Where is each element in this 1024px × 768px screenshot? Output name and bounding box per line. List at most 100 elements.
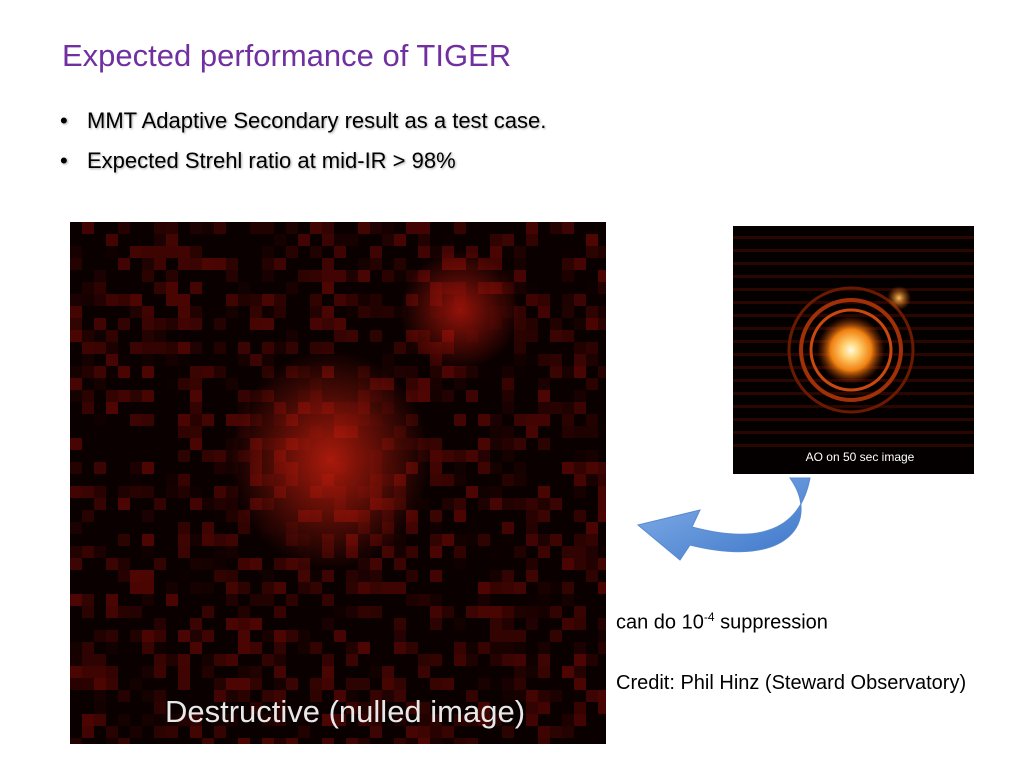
noise-pixel <box>406 702 418 714</box>
noise-pixel <box>490 426 502 438</box>
noise-pixel <box>514 630 526 642</box>
noise-pixel <box>598 498 606 510</box>
noise-pixel <box>454 462 466 474</box>
noise-pixel <box>142 582 154 594</box>
noise-pixel <box>334 330 346 342</box>
noise-pixel <box>526 510 538 522</box>
noise-pixel <box>82 390 94 402</box>
stripe <box>733 314 974 317</box>
noise-pixel <box>226 570 238 582</box>
noise-pixel <box>106 726 118 738</box>
stripe <box>733 275 974 278</box>
noise-pixel <box>538 582 550 594</box>
noise-pixel <box>514 498 526 510</box>
noise-pixel <box>478 714 490 726</box>
noise-pixel <box>298 630 310 642</box>
stripe <box>733 431 974 434</box>
noise-pixel <box>178 486 190 498</box>
noise-pixel <box>502 402 514 414</box>
noise-pixel <box>202 654 214 666</box>
noise-pixel <box>526 594 538 606</box>
noise-pixel <box>322 666 334 678</box>
noise-pixel <box>346 234 358 246</box>
noise-pixel <box>442 606 454 618</box>
noise-pixel <box>322 318 334 330</box>
noise-pixel <box>598 618 606 630</box>
noise-pixel <box>154 642 166 654</box>
noise-pixel <box>190 222 202 234</box>
noise-pixel <box>190 438 202 450</box>
noise-pixel <box>310 270 322 282</box>
noise-pixel <box>430 510 442 522</box>
noise-pixel <box>106 642 118 654</box>
noise-pixel <box>490 438 502 450</box>
noise-pixel <box>94 486 106 498</box>
noise-pixel <box>166 246 178 258</box>
noise-pixel <box>82 330 94 342</box>
noise-pixel <box>526 234 538 246</box>
noise-pixel <box>274 714 286 726</box>
noise-pixel <box>418 738 430 744</box>
noise-pixel <box>514 606 526 618</box>
noise-pixel <box>322 738 334 744</box>
noise-pixel <box>598 510 606 522</box>
noise-pixel <box>190 486 202 498</box>
noise-pixel <box>274 654 286 666</box>
noise-pixel <box>370 726 382 738</box>
noise-pixel <box>250 594 262 606</box>
noise-pixel <box>178 630 190 642</box>
noise-pixel <box>526 534 538 546</box>
noise-pixel <box>598 702 606 714</box>
noise-pixel <box>478 642 490 654</box>
noise-pixel <box>70 642 82 654</box>
noise-pixel <box>202 222 214 234</box>
noise-pixel <box>538 414 550 426</box>
noise-pixel <box>190 366 202 378</box>
noise-pixel <box>322 654 334 666</box>
noise-pixel <box>214 726 226 738</box>
noise-pixel <box>370 294 382 306</box>
noise-pixel <box>562 294 574 306</box>
noise-pixel <box>70 294 82 306</box>
noise-pixel <box>238 666 250 678</box>
note-text: can do 10 <box>616 611 704 634</box>
noise-pixel <box>358 258 370 270</box>
noise-pixel <box>454 642 466 654</box>
noise-pixel <box>382 234 394 246</box>
noise-pixel <box>166 582 178 594</box>
noise-pixel <box>550 690 562 702</box>
noise-pixel <box>538 726 550 738</box>
noise-pixel <box>154 690 166 702</box>
image-blob <box>400 250 520 370</box>
noise-pixel <box>70 594 82 606</box>
noise-pixel <box>154 726 166 738</box>
noise-pixel <box>490 246 502 258</box>
noise-pixel <box>274 234 286 246</box>
noise-pixel <box>514 330 526 342</box>
noise-pixel <box>598 630 606 642</box>
noise-pixel <box>322 282 334 294</box>
noise-pixel <box>106 246 118 258</box>
airy-ring <box>787 286 915 414</box>
noise-pixel <box>442 450 454 462</box>
stripe <box>733 236 974 239</box>
noise-pixel <box>178 318 190 330</box>
noise-pixel <box>346 738 358 744</box>
noise-pixel <box>154 222 166 234</box>
noise-pixel <box>394 558 406 570</box>
noise-pixel <box>262 630 274 642</box>
noise-pixel <box>538 738 550 744</box>
noise-pixel <box>202 738 214 744</box>
noise-pixel <box>562 618 574 630</box>
noise-pixel <box>286 594 298 606</box>
noise-pixel <box>514 642 526 654</box>
noise-pixel <box>142 690 154 702</box>
noise-pixel <box>118 486 130 498</box>
noise-pixel <box>298 234 310 246</box>
noise-pixel <box>322 570 334 582</box>
noise-pixel <box>130 546 142 558</box>
noise-pixel <box>430 378 442 390</box>
noise-pixel <box>166 654 178 666</box>
noise-pixel <box>538 438 550 450</box>
noise-pixel <box>442 234 454 246</box>
